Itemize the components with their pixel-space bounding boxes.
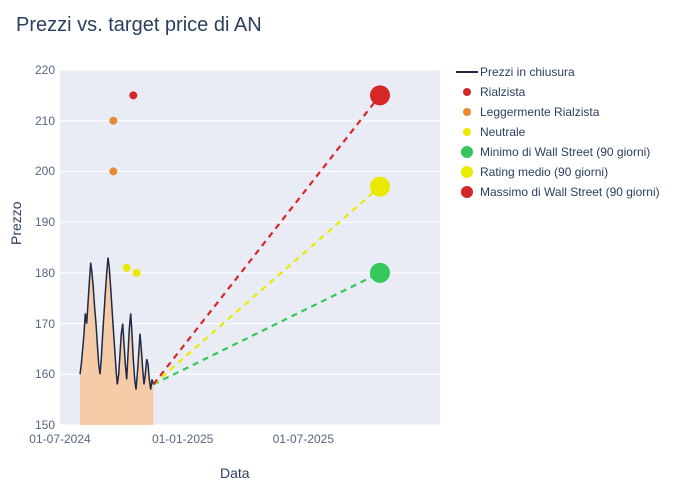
legend-label: Rating medio (90 giorni) (480, 165, 608, 179)
target-marker-min (370, 263, 390, 283)
legend-label: Neutrale (480, 125, 525, 139)
legend-item-close[interactable]: Prezzi in chiusura (454, 62, 660, 82)
legend-label: Minimo di Wall Street (90 giorni) (480, 145, 650, 159)
analyst-point (109, 117, 117, 125)
legend-label: Rialzista (480, 85, 525, 99)
analyst-point (123, 264, 131, 272)
legend-symbol (454, 145, 480, 159)
legend-symbol (454, 185, 480, 199)
legend-item-bullish[interactable]: Rialzista (454, 82, 660, 102)
y-tick: 170 (35, 317, 55, 331)
y-tick: 160 (35, 367, 55, 381)
analyst-point (133, 269, 141, 277)
target-marker-mean (370, 177, 390, 197)
chart-title: Prezzi vs. target price di AN (16, 14, 262, 37)
y-tick: 150 (35, 418, 55, 432)
legend-item-target_mean[interactable]: Rating medio (90 giorni) (454, 162, 660, 182)
x-tick: 01-07-2025 (273, 432, 334, 446)
legend-label: Massimo di Wall Street (90 giorni) (480, 185, 660, 199)
y-tick: 190 (35, 215, 55, 229)
y-tick: 180 (35, 266, 55, 280)
legend-symbol (454, 65, 480, 79)
plot-area (60, 70, 440, 425)
analyst-point (109, 167, 117, 175)
y-tick: 200 (35, 164, 55, 178)
legend-item-target_max[interactable]: Massimo di Wall Street (90 giorni) (454, 182, 660, 202)
legend-symbol (454, 125, 480, 139)
legend: Prezzi in chiusura Rialzista Leggermente R… (454, 62, 660, 202)
y-tick: 210 (35, 114, 55, 128)
plot-bg (60, 70, 440, 425)
x-tick: 01-01-2025 (152, 432, 213, 446)
y-tick: 220 (35, 63, 55, 77)
x-axis-label: Data (220, 465, 250, 481)
x-tick: 01-07-2024 (29, 432, 90, 446)
legend-label: Leggermente Rialzista (480, 105, 599, 119)
analyst-point (129, 91, 137, 99)
legend-item-moderate_buy[interactable]: Leggermente Rialzista (454, 102, 660, 122)
chart-wrap: Prezzi vs. target price di AN Prezzo Dat… (0, 0, 700, 500)
target-marker-max (370, 85, 390, 105)
legend-symbol (454, 85, 480, 99)
legend-symbol (454, 165, 480, 179)
plot-svg (60, 70, 440, 425)
y-axis-label: Prezzo (8, 201, 24, 245)
legend-symbol (454, 105, 480, 119)
legend-label: Prezzi in chiusura (480, 65, 575, 79)
legend-item-neutral[interactable]: Neutrale (454, 122, 660, 142)
legend-item-target_min[interactable]: Minimo di Wall Street (90 giorni) (454, 142, 660, 162)
